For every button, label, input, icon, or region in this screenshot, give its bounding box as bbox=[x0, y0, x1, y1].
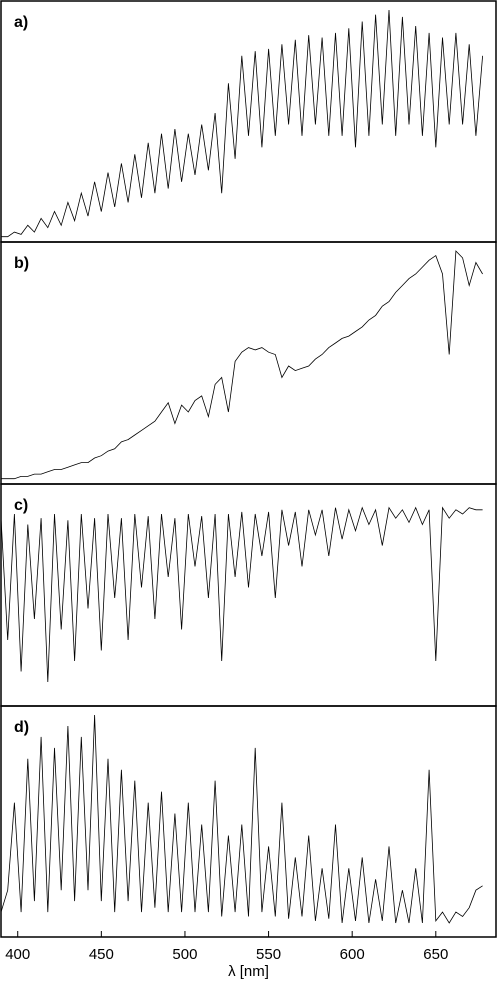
x-tick-label: 500 bbox=[172, 946, 197, 963]
x-tick-label: 550 bbox=[256, 946, 281, 963]
x-tick-label: 600 bbox=[340, 946, 365, 963]
spectrum-line bbox=[0, 714, 483, 924]
panel-label: b) bbox=[14, 255, 29, 272]
x-tick-label: 400 bbox=[5, 946, 30, 963]
spectrum-line bbox=[1, 9, 483, 238]
panel-frame bbox=[0, 705, 497, 938]
panel-label: c) bbox=[14, 497, 28, 514]
x-tick-label: 650 bbox=[423, 946, 448, 963]
x-axis-label: λ [nm] bbox=[228, 963, 269, 980]
panel-label: d) bbox=[14, 719, 29, 736]
spectrum-line bbox=[1, 250, 483, 480]
spectrum-line bbox=[0, 506, 483, 683]
panel-label: a) bbox=[14, 14, 28, 31]
panel-frame bbox=[0, 241, 497, 485]
x-tick-label: 450 bbox=[89, 946, 114, 963]
panel-frame bbox=[0, 483, 497, 707]
